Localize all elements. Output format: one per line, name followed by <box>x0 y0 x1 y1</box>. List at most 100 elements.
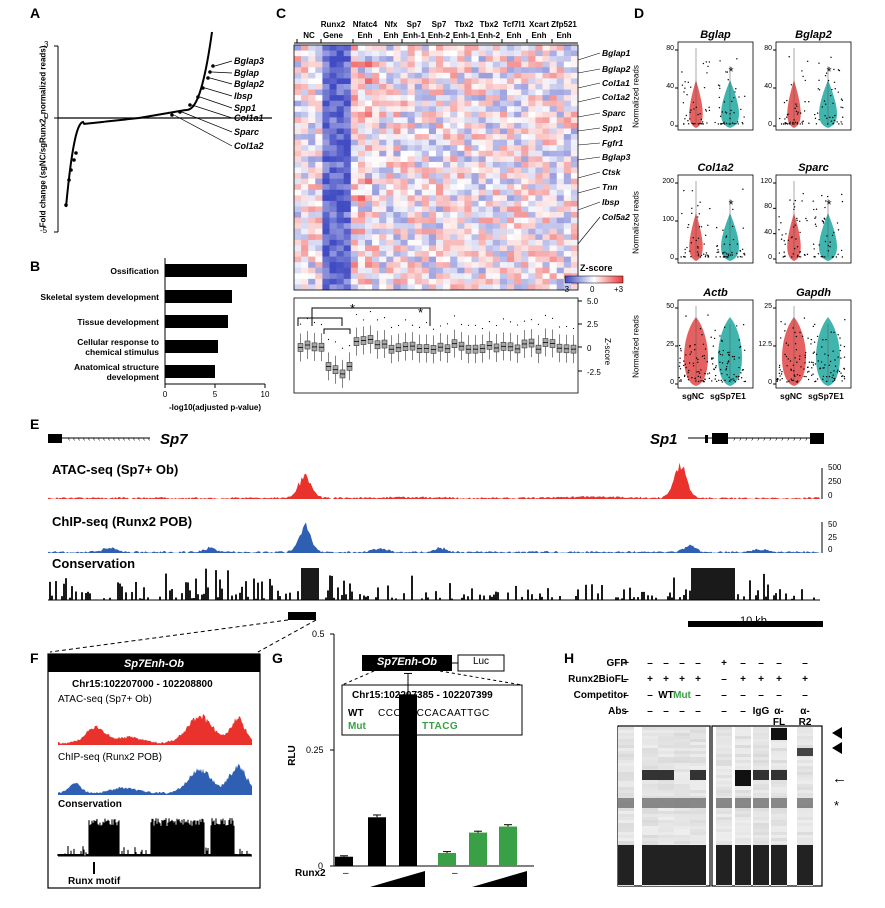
heatmap-cell <box>535 95 543 101</box>
cell-point <box>721 111 724 113</box>
gel-background <box>797 832 813 835</box>
atac-ytick: 0 <box>828 491 833 500</box>
heatmap-cell <box>478 117 486 124</box>
heatmap-cell <box>535 145 543 152</box>
heatmap-cell <box>478 72 486 79</box>
heatmap-cell <box>485 173 494 179</box>
gene-label: Sparc <box>602 108 626 118</box>
violin-frame <box>775 174 852 264</box>
gel-background <box>797 760 813 763</box>
cell-point <box>697 123 699 125</box>
heatmap-cell <box>294 178 302 185</box>
cell-point <box>786 381 788 383</box>
heatmap-cell <box>400 200 408 207</box>
heatmap-cell <box>400 56 408 63</box>
heatmap-cell <box>414 178 423 185</box>
cell-point <box>815 123 818 125</box>
free-probe <box>618 845 634 885</box>
heatmap-cell <box>507 228 515 235</box>
heatmap-cell <box>570 228 579 235</box>
heatmap-cell <box>329 161 337 168</box>
heatmap-cell <box>308 134 316 140</box>
heatmap-cell <box>393 67 401 74</box>
heatmap-cell <box>436 156 444 163</box>
heatmap-cell <box>301 278 309 285</box>
heatmap-cell <box>421 78 430 85</box>
gel-background <box>658 817 674 820</box>
outlier <box>439 325 442 327</box>
cell-point <box>738 357 740 359</box>
violin-frame <box>677 41 754 131</box>
cell-point <box>806 366 809 369</box>
heatmap-cell <box>322 100 330 107</box>
strand-arrow: ‹ <box>123 436 126 443</box>
heatmap-cell <box>294 195 302 202</box>
heatmap-cell <box>308 212 316 218</box>
outlier <box>341 347 344 349</box>
heatmap-cell <box>549 83 557 90</box>
outlier <box>565 325 568 328</box>
heatmap-cell <box>372 195 380 202</box>
cell-point <box>807 378 810 381</box>
cell-point <box>731 122 734 124</box>
heatmap-cell <box>343 223 352 230</box>
heatmap-cell <box>329 189 337 196</box>
heatmap-cell <box>563 61 572 68</box>
heatmap-cell <box>336 256 344 263</box>
heatmap-cell <box>400 184 408 191</box>
cell-point <box>822 378 824 380</box>
heatmap-cell <box>457 161 465 168</box>
heatmap-cell <box>414 267 423 274</box>
track-label-atac: ATAC-seq (Sp7+ Ob) <box>52 462 179 477</box>
heatmap-cell <box>443 245 451 252</box>
cell-point <box>795 238 797 240</box>
heatmap-cell <box>308 89 316 96</box>
heatmap-cell <box>570 72 579 79</box>
heatmap-cell <box>372 45 380 51</box>
box-ytick: -2.5 <box>587 368 601 377</box>
strand-arrow: ‹ <box>113 436 116 443</box>
heatmap-cell <box>478 273 486 280</box>
heatmap-cell <box>414 234 423 241</box>
heatmap-cell <box>343 100 352 107</box>
heatmap-cell <box>407 167 415 174</box>
heatmap-cell <box>563 100 572 107</box>
heatmap-cell <box>357 56 366 63</box>
gel-background <box>771 832 787 835</box>
gel-background <box>690 841 706 844</box>
heatmap-cell <box>556 217 565 224</box>
heatmap-cell <box>443 161 451 168</box>
heatmap-cell <box>315 184 323 191</box>
gel-background <box>797 775 813 778</box>
lane-label: – <box>679 658 685 669</box>
cell-point <box>737 378 740 380</box>
violin-frame <box>775 41 852 131</box>
gel-background <box>618 796 634 799</box>
heatmap-cell <box>428 262 437 269</box>
cell-point <box>822 339 824 341</box>
heatmap-cell <box>400 122 408 129</box>
column-header: Enh <box>506 31 522 40</box>
cell-point <box>785 116 788 118</box>
heatmap-cell <box>507 178 515 185</box>
cell-point <box>825 380 828 383</box>
heatmap-cell <box>436 45 444 51</box>
heatmap-cell <box>336 245 344 252</box>
cell-point <box>731 251 733 254</box>
gel-background <box>642 733 658 736</box>
heatmap-cell <box>492 184 501 191</box>
cell-point <box>832 256 834 258</box>
heatmap-cell <box>428 72 437 79</box>
cell-point <box>830 120 833 122</box>
gel-background <box>716 814 732 817</box>
heatmap-cell <box>556 273 565 280</box>
heatmap-cell <box>485 156 494 163</box>
cell-point <box>727 256 729 258</box>
cell-point <box>784 243 786 246</box>
heatmap-cell <box>322 284 330 291</box>
heatmap-cell <box>308 195 316 202</box>
outlier <box>397 324 400 327</box>
heatmap-cell <box>315 206 323 213</box>
heatmap-cell <box>521 189 529 196</box>
heatmap-cell <box>386 100 394 107</box>
